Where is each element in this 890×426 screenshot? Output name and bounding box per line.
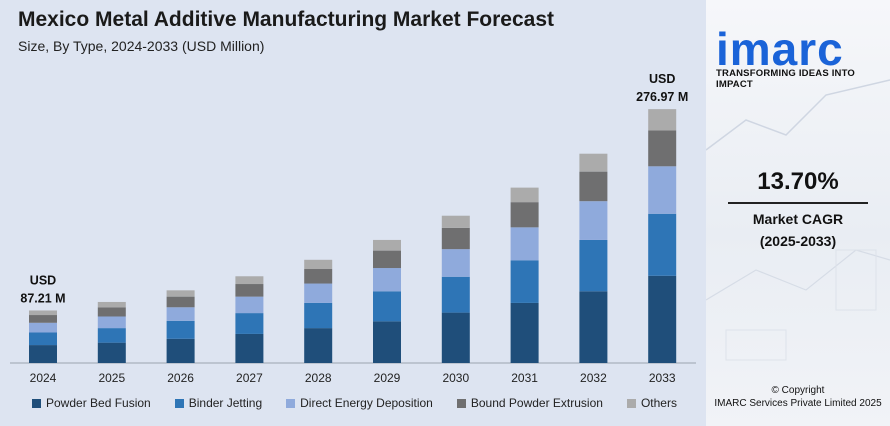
bar-segment-2029-3 [373, 250, 401, 269]
bar-segment-2025-4 [97, 301, 126, 308]
cagr-period: (2025-2033) [759, 233, 837, 249]
data-label-2033-1: 276.97 M [636, 90, 688, 104]
bar-segment-2026-4 [166, 290, 195, 297]
chart-title: Mexico Metal Additive Manufacturing Mark… [18, 8, 555, 31]
legend-swatch-3 [456, 398, 466, 408]
bar-segment-2030-2 [441, 249, 470, 277]
bar-segment-2031-3 [510, 202, 539, 228]
x-tick-label-2032: 2032 [580, 371, 607, 385]
bar-segment-2026-3 [166, 296, 195, 308]
data-label-2024-1: 87.21 M [20, 291, 65, 305]
data-label-2033-0: USD [649, 72, 675, 86]
bar-segment-2031-0 [510, 302, 539, 363]
legend-item-4: Others [626, 396, 677, 410]
company-name: IMARC Services Private Limited 2025 [714, 398, 882, 409]
bar-segment-2032-3 [579, 171, 608, 202]
bar-segment-2029-4 [373, 239, 401, 251]
bar-segment-2027-0 [235, 333, 264, 363]
x-tick-label-2024: 2024 [30, 371, 57, 385]
chart-subtitle: Size, By Type, 2024-2033 (USD Million) [18, 38, 265, 54]
legend-label-4: Others [640, 396, 677, 410]
sidebar: imarc TRANSFORMING IDEAS INTO IMPACT 13.… [706, 0, 890, 426]
legend-label-3: Bound Powder Extrusion [470, 396, 603, 410]
x-tick-label-2026: 2026 [167, 371, 194, 385]
legend-item-1: Binder Jetting [174, 396, 263, 410]
cagr-value: 13.70% [757, 168, 839, 195]
bar-segment-2031-2 [510, 227, 539, 261]
bar-segment-2028-4 [304, 259, 333, 270]
data-label-2024-0: USD [30, 273, 56, 287]
bar-segment-2026-2 [166, 307, 195, 321]
bar-segment-2030-1 [441, 276, 470, 313]
bar-segment-2033-3 [648, 130, 677, 167]
bar-segment-2029-2 [373, 268, 401, 292]
cagr-label: Market CAGR [752, 211, 844, 227]
bar-segment-2027-1 [235, 313, 264, 334]
bar-segment-2028-0 [304, 328, 333, 363]
bar-segment-2031-1 [510, 260, 539, 303]
bar-segment-2032-2 [579, 201, 608, 240]
x-tick-label-2031: 2031 [511, 371, 538, 385]
bar-segment-2031-4 [510, 187, 539, 203]
bar-segment-2029-1 [373, 291, 401, 322]
legend-swatch-2 [286, 398, 296, 408]
bar-segment-2033-0 [648, 275, 677, 363]
bar-segment-2027-3 [235, 284, 264, 297]
bar-segment-2033-1 [648, 213, 677, 276]
bar-segment-2032-4 [579, 153, 608, 172]
bar-segment-2027-2 [235, 296, 264, 314]
bar-segment-2030-3 [441, 227, 470, 250]
cagr-divider [728, 202, 868, 204]
bar-chart: 2024 2025 2026 2027 2028 2029 2030 2031 2032 2033… [10, 72, 696, 385]
sidebar-background-graphic [706, 0, 890, 426]
bar-segment-2024-2 [29, 322, 57, 333]
bar-segment-2029-0 [373, 321, 401, 363]
legend-label-0: Powder Bed Fusion [46, 396, 151, 410]
legend-label-1: Binder Jetting [188, 396, 263, 410]
legend-swatch-0 [32, 398, 41, 408]
x-tick-label-2030: 2030 [442, 371, 469, 385]
bar-segment-2032-0 [579, 291, 608, 363]
legend-swatch-1 [174, 398, 184, 408]
bar-segment-2028-1 [304, 302, 333, 329]
x-tick-label-2028: 2028 [305, 371, 332, 385]
legend-item-3: Bound Powder Extrusion [456, 396, 603, 410]
legend-item-2: Direct Energy Deposition [286, 396, 433, 410]
bar-segment-2025-3 [97, 307, 126, 317]
bar-segment-2030-4 [441, 215, 470, 228]
chart-area: Mexico Metal Additive Manufacturing Mark… [10, 8, 701, 410]
logo-tagline: TRANSFORMING IDEAS INTO IMPACT [716, 68, 856, 90]
x-tick-label-2025: 2025 [98, 371, 125, 385]
x-tick-label-2029: 2029 [374, 371, 401, 385]
bar-segment-2025-1 [97, 328, 126, 343]
bar-segment-2033-4 [648, 109, 677, 131]
bar-segment-2025-0 [97, 342, 126, 363]
bar-segment-2024-1 [29, 332, 57, 346]
bar-segment-2033-2 [648, 166, 677, 214]
bar-segment-2028-3 [304, 269, 333, 284]
x-tick-label-2033: 2033 [649, 371, 676, 385]
bar-segment-2024-3 [29, 315, 57, 323]
legend-swatch-4 [626, 398, 636, 408]
bar-segment-2027-4 [235, 276, 264, 285]
bar-segment-2025-2 [97, 316, 126, 329]
bar-segment-2024-4 [29, 310, 57, 316]
bar-segment-2030-0 [441, 312, 470, 363]
bar-segment-2026-0 [166, 338, 195, 363]
imarc-logo: imarc [716, 23, 844, 75]
legend-item-0: Powder Bed Fusion [32, 396, 151, 410]
legend-label-2: Direct Energy Deposition [300, 396, 433, 410]
legend: Powder Bed Fusion Binder Jetting Direct En… [32, 396, 701, 410]
bar-segment-2032-1 [579, 239, 608, 292]
copyright-text: © Copyright [771, 385, 825, 396]
x-tick-label-2027: 2027 [236, 371, 263, 385]
bar-segment-2028-2 [304, 283, 333, 303]
bar-segment-2026-1 [166, 320, 195, 339]
bar-segment-2024-0 [29, 345, 57, 363]
